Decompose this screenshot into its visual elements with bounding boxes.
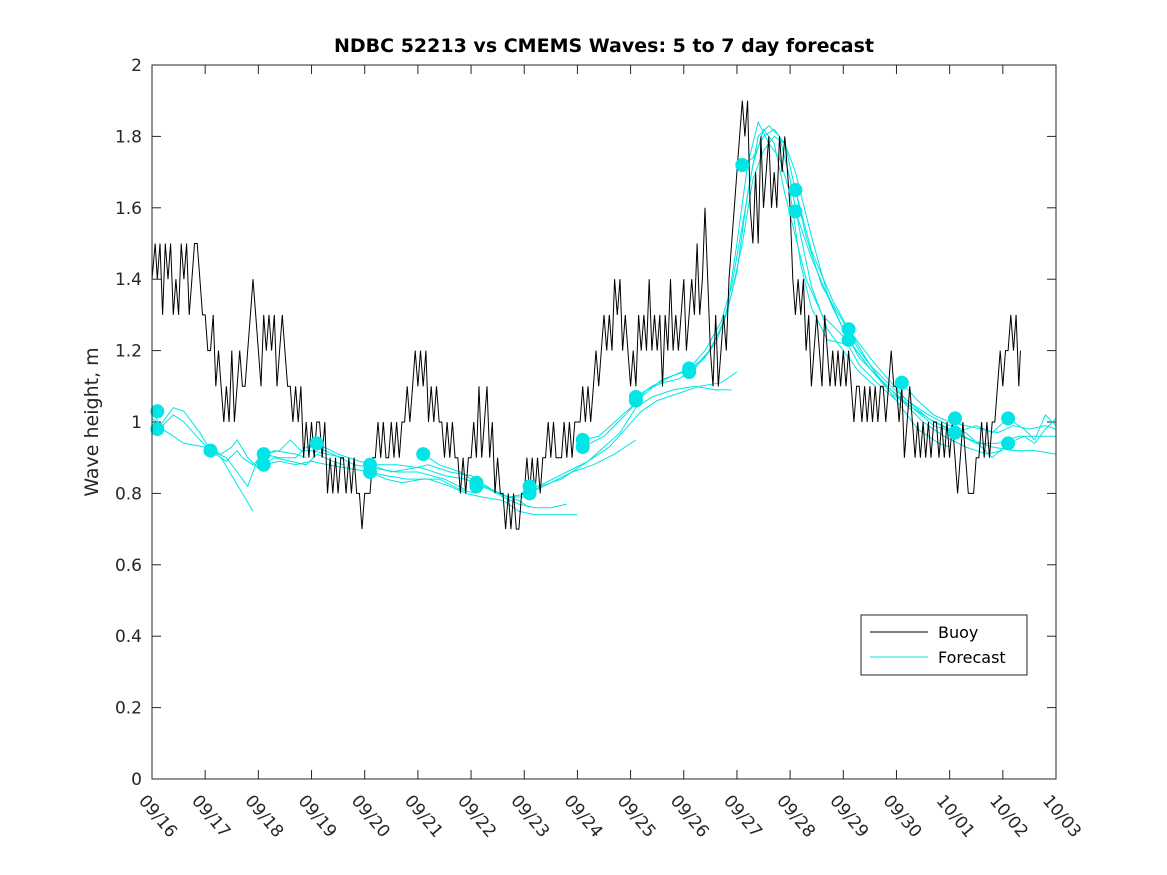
forecast-line [151, 411, 344, 470]
forecast-line [369, 471, 578, 516]
legend-forecast-label: Forecast [938, 648, 1006, 667]
forecast-line [422, 439, 637, 498]
forecast-marker [841, 332, 856, 347]
forecast-marker [1001, 411, 1016, 426]
legend: Buoy Forecast [860, 614, 1028, 676]
y-tick-label: 0.4 [115, 627, 142, 647]
y-tick-label: 1.8 [115, 127, 142, 147]
forecast-marker [948, 425, 962, 440]
y-tick-labels: 0 0.2 0.4 0.6 0.8 1 1.2 1.4 1.6 1.8 2 [115, 56, 142, 790]
forecast-marker [150, 422, 165, 437]
forecast-marker [575, 440, 590, 454]
forecast-line [901, 382, 1057, 434]
forecast-marker [150, 404, 165, 419]
y-tick-label: 0.8 [115, 484, 142, 504]
y-tick-label: 0.6 [115, 556, 142, 576]
y-tick-label: 1.4 [115, 270, 142, 290]
y-axis-label: Wave height, m [81, 347, 103, 496]
forecast-marker [1001, 436, 1016, 451]
forecast-line [794, 211, 1056, 444]
forecast-marker [416, 447, 431, 462]
y-tick-label: 1.2 [115, 342, 142, 362]
legend-buoy-label: Buoy [938, 623, 978, 642]
chart-title: NDBC 52213 vs CMEMS Waves: 5 to 7 day fo… [334, 35, 874, 57]
y-tick-label: 2 [131, 56, 142, 76]
forecast-marker [894, 375, 909, 390]
y-tick-label: 1.6 [115, 199, 142, 219]
forecast-marker [363, 465, 377, 479]
forecast-line [316, 442, 530, 509]
forecast-marker [203, 443, 218, 458]
y-tick-label: 0 [131, 770, 142, 790]
forecast-marker [735, 158, 750, 172]
forecast-marker [256, 457, 271, 472]
forecast-marker [682, 365, 697, 379]
forecast-line [529, 385, 732, 491]
buoy-line [151, 100, 1021, 530]
forecast-marker [309, 436, 324, 451]
forecast-line [151, 407, 307, 488]
forecast-line [848, 339, 1057, 441]
series-layer [150, 100, 1057, 530]
forecast-marker [628, 393, 643, 408]
axis-ticks [151, 64, 1057, 780]
forecast-marker [948, 411, 962, 426]
forecast-marker [788, 183, 803, 197]
forecast-line [688, 135, 950, 448]
forecast-marker [469, 479, 484, 494]
y-tick-label: 0.2 [115, 699, 142, 719]
forecast-line [476, 371, 738, 498]
forecast-line [151, 414, 254, 512]
axes-box [151, 64, 1057, 780]
legend-box [860, 614, 1028, 676]
forecast-marker [788, 204, 803, 219]
y-tick-label: 1 [131, 413, 142, 433]
forecast-marker [522, 486, 537, 501]
